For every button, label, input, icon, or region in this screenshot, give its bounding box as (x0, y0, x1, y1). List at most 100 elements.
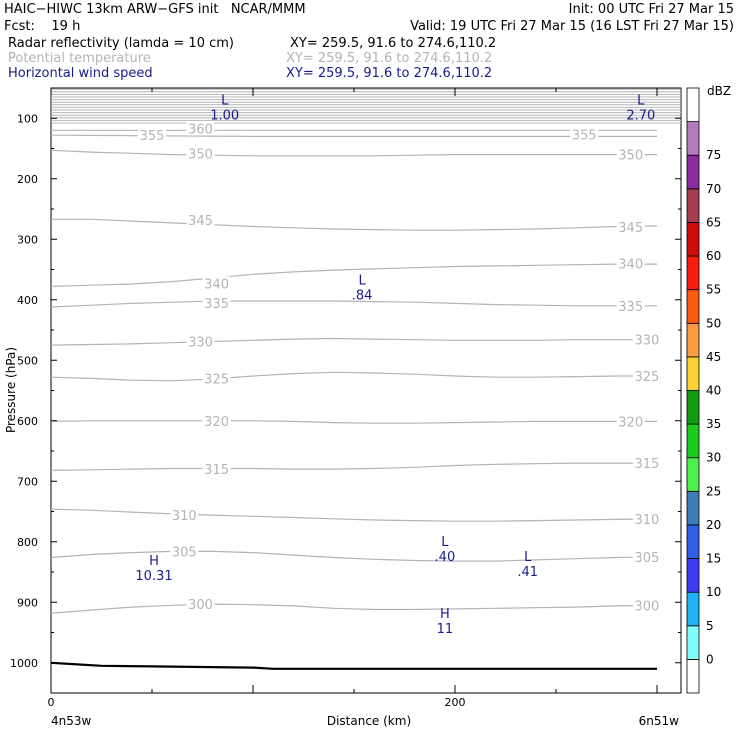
colorbar-label: 50 (706, 316, 721, 330)
wind-extremum-value: 2.70 (626, 108, 655, 123)
colorbar-label: 0 (706, 652, 714, 666)
colorbar-label: 15 (706, 552, 721, 566)
theta-label-mask (138, 128, 166, 143)
field1-xy: XY= 259.5, 91.6 to 274.6,110.2 (290, 36, 497, 51)
colorbar-label: 30 (706, 451, 721, 465)
upper-theta-lines (51, 88, 681, 124)
theta-label-mask (632, 369, 661, 383)
theta-label: 345 (618, 221, 643, 236)
theta-label: 305 (172, 545, 197, 560)
y-tick-label: 600 (17, 415, 38, 428)
theta-contour-300 (50, 603, 658, 614)
y-tick-label: 500 (17, 354, 38, 367)
theta-label: 360 (188, 123, 213, 138)
theta-label-mask (632, 511, 661, 526)
y-tick-label: 1000 (10, 657, 38, 670)
field2-name: Potential temperature (8, 51, 151, 66)
theta-label-mask (186, 597, 215, 612)
theta-label-mask (202, 462, 231, 477)
theta-contours (50, 129, 658, 614)
wind-extremum-value: 1.00 (210, 108, 239, 123)
colorbar-swatch (686, 390, 700, 425)
y-tick-label: 900 (17, 596, 38, 609)
theta-label-mask (632, 549, 661, 564)
theta-contour-330 (50, 337, 657, 346)
plot-frame (50, 87, 682, 694)
theta-contour-310 (50, 508, 658, 522)
y-tick-label: 300 (17, 233, 38, 246)
theta-label: 325 (204, 372, 229, 387)
y-axis-label: Pressure (hPa) (4, 347, 18, 433)
colorbar-label: 35 (706, 417, 721, 431)
colorbar-label: 70 (706, 182, 721, 196)
theta-label-mask (170, 544, 199, 559)
colorbar-swatch (686, 423, 700, 459)
theta-label-mask (186, 334, 215, 349)
colorbar-label: 65 (706, 215, 721, 229)
theta-contour-335 (50, 300, 657, 308)
y-tick-label: 200 (17, 173, 38, 186)
colorbar-swatch (686, 289, 700, 324)
theta-label: 310 (634, 513, 659, 528)
wind-extremum-value: .40 (435, 550, 456, 565)
wind-extremum-value: .84 (352, 289, 373, 304)
theta-contour-345 (51, 218, 658, 231)
wind-extremum-type: L (441, 535, 449, 550)
theta-label: 315 (204, 463, 229, 478)
wind-extremum-type: L (524, 550, 532, 565)
wind-extremum-type: H (149, 554, 159, 569)
field1-name: Radar reflectivity (lamda = 10 cm) (8, 36, 234, 51)
terrain-surface (50, 661, 657, 670)
y-axis: 100 200 300 400 500 600 700 800 900 1000 (10, 87, 681, 694)
header-valid-time: Valid: 19 UTC Fri 27 Mar 15 (16 LST Fri … (410, 19, 734, 34)
colorbar-swatch (686, 87, 700, 122)
theta-label: 350 (188, 147, 213, 162)
theta-label: 315 (634, 457, 659, 472)
wind-extremum-type: L (221, 93, 229, 108)
theta-contour-325 (50, 371, 657, 382)
theta-label: 300 (634, 599, 659, 614)
colorbar-swatch (686, 490, 700, 526)
theta-label-mask (202, 371, 231, 386)
theta-label: 320 (204, 415, 229, 430)
theta-contour-315 (50, 462, 657, 471)
theta-label-mask (186, 146, 215, 161)
field2-xy: XY= 259.5, 91.6 to 274.6,110.2 (286, 51, 493, 66)
theta-label-mask (186, 212, 215, 227)
theta-label-mask (616, 414, 645, 429)
x-tick-label: 0 (48, 696, 55, 709)
theta-label-mask (202, 413, 231, 428)
colorbar-swatch (686, 221, 700, 257)
wind-extremum-value: 10.31 (135, 569, 172, 584)
colorbar-swatch (686, 356, 700, 391)
theta-label: 305 (634, 551, 659, 566)
theta-contour-350 (50, 149, 657, 157)
theta-contour-320 (50, 420, 657, 424)
wind-extremum-type: L (358, 274, 366, 289)
theta-label-mask (632, 332, 661, 347)
wind-extremum-type: H (440, 607, 450, 622)
colorbar-swatch (686, 188, 700, 223)
theta-label-mask (170, 508, 199, 523)
y-tick-label: 100 (17, 112, 38, 125)
theta-label: 325 (634, 370, 659, 385)
colorbar-swatch (686, 322, 700, 358)
theta-label: 355 (140, 129, 165, 144)
terrain (50, 661, 657, 670)
colorbar: 0 5 10 15 20 25 30 35 40 45 50 55 60 65 70 75 (686, 87, 721, 694)
theta-label: 335 (204, 297, 229, 312)
y-tick-label: 800 (17, 536, 38, 549)
colorbar-swatch (686, 154, 700, 190)
theta-label-mask (616, 147, 645, 162)
header-init-time: Init: 00 UTC Fri 27 Mar 15 (568, 2, 734, 17)
theta-label-mask (632, 456, 661, 471)
theta-contour-340 (50, 263, 657, 287)
theta-contour-305 (50, 550, 658, 562)
theta-label-mask (570, 127, 599, 142)
wind-extremum-type: L (637, 93, 645, 108)
colorbar-swatch (686, 524, 700, 559)
theta-label-mask (616, 220, 645, 235)
theta-label-mask (202, 276, 231, 291)
